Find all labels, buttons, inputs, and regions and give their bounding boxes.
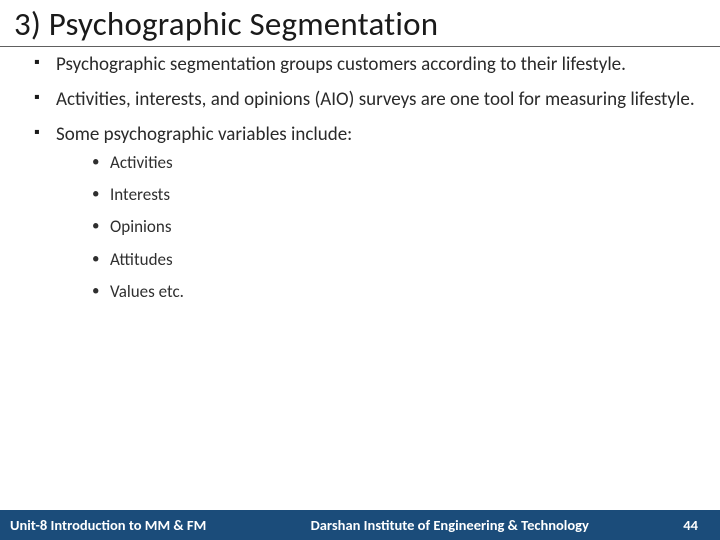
sub-bullet-item: Activities	[92, 153, 698, 173]
title-row: 3) Psychographic Segmentation	[0, 0, 720, 47]
bullet-text: Activities, interests, and opinions (AIO…	[56, 88, 695, 111]
footer-page-number: 44	[683, 516, 720, 534]
sub-bullet-item: Opinions	[92, 217, 698, 237]
footer-bar: Unit-8 Introduction to MM & FM Darshan I…	[0, 510, 720, 540]
sub-bullet-item: Interests	[92, 185, 698, 205]
sub-bullet-list: Activities Interests Opinions Attitudes …	[56, 153, 698, 303]
sub-bullet-item: Attitudes	[92, 250, 698, 270]
slide: 3) Psychographic Segmentation Psychograp…	[0, 0, 720, 540]
slide-content: Psychographic segmentation groups custom…	[0, 47, 720, 540]
bullet-text: Psychographic segmentation groups custom…	[56, 53, 626, 76]
slide-title: 3) Psychographic Segmentation	[14, 4, 706, 44]
bullet-item: Psychographic segmentation groups custom…	[34, 53, 698, 76]
bullet-text: Some psychographic variables include:	[56, 123, 352, 146]
bullet-list: Psychographic segmentation groups custom…	[22, 53, 698, 302]
footer-institution: Darshan Institute of Engineering & Techn…	[206, 516, 683, 534]
bullet-item: Activities, interests, and opinions (AIO…	[34, 88, 698, 111]
footer-unit: Unit-8 Introduction to MM & FM	[0, 516, 206, 534]
sub-bullet-item: Values etc.	[92, 282, 698, 302]
bullet-item: Some psychographic variables include: Ac…	[34, 123, 698, 302]
